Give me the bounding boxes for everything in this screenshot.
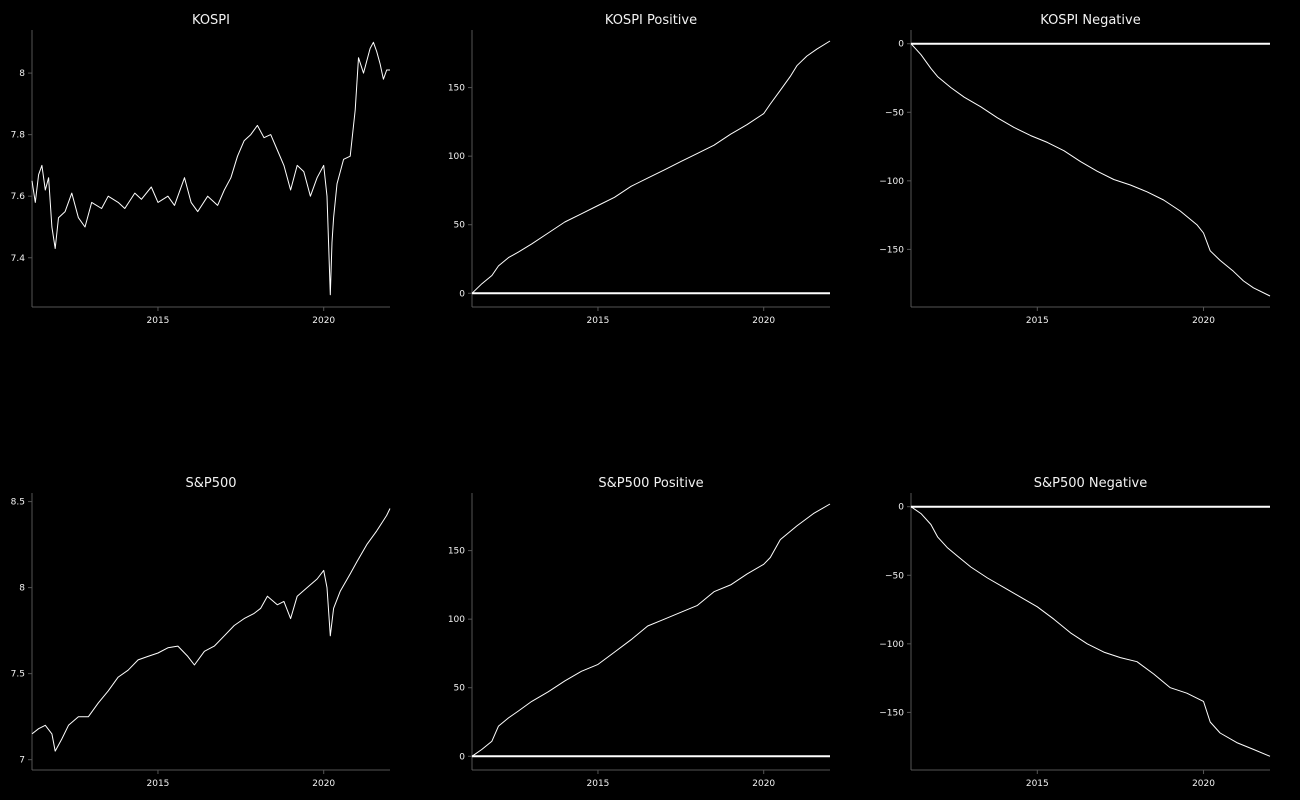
sp500-x-tick-label: 2015 [147, 779, 170, 789]
sp500-negative-x-tick-label: 2015 [1026, 779, 1049, 789]
sp500-negative-y-tick-label: −150 [879, 708, 904, 718]
kospi-positive-series-line [471, 40, 831, 294]
sp500-y-tick-label: 8 [19, 584, 25, 594]
sp500-positive-title: S&P500 Positive [598, 476, 703, 491]
kospi-y-tick-label: 7.6 [11, 192, 26, 202]
sp500-title: S&P500 [185, 476, 236, 491]
kospi-x-tick-label: 2015 [147, 316, 170, 326]
sp500-y-tick-label: 7.5 [11, 670, 25, 680]
kospi-negative-series-line [910, 43, 1271, 297]
kospi-negative-y-tick-label: 0 [898, 40, 904, 50]
sp500-positive-x-tick-label: 2015 [587, 779, 610, 789]
kospi-positive-title: KOSPI Positive [605, 13, 697, 28]
sp500-panel: S&P500 7 7.5 8 8.5 2015 2020 [11, 476, 391, 789]
sp500-negative-series-line [910, 506, 1271, 757]
kospi-positive-y-tick-label: 150 [448, 84, 465, 94]
kospi-positive-x-tick-label: 2015 [587, 316, 610, 326]
kospi-negative-y-tick-label: −100 [879, 177, 904, 187]
kospi-y-tick-label: 8 [19, 69, 25, 79]
kospi-positive-panel: KOSPI Positive 0 50 100 150 2015 2020 [448, 13, 831, 326]
sp500-negative-panel: S&P500 Negative 0 −50 −100 −150 2015 2020 [879, 476, 1271, 789]
kospi-negative-title: KOSPI Negative [1040, 13, 1140, 28]
sp500-series-line [31, 508, 391, 752]
kospi-x-tick-label: 2020 [312, 316, 335, 326]
sp500-positive-x-tick-label: 2020 [752, 779, 775, 789]
sp500-positive-y-tick-label: 150 [448, 547, 465, 557]
kospi-y-tick-label: 7.8 [11, 131, 26, 141]
kospi-positive-y-tick-label: 50 [454, 221, 466, 231]
sp500-negative-title: S&P500 Negative [1034, 476, 1148, 491]
sp500-positive-series-line [471, 503, 831, 757]
kospi-negative-x-tick-label: 2020 [1192, 316, 1215, 326]
kospi-positive-y-tick-label: 100 [448, 152, 465, 162]
kospi-title: KOSPI [192, 13, 230, 28]
sp500-y-tick-label: 7 [19, 756, 25, 766]
sp500-negative-x-tick-label: 2020 [1192, 779, 1215, 789]
sp500-x-tick-label: 2020 [312, 779, 335, 789]
kospi-negative-x-tick-label: 2015 [1026, 316, 1049, 326]
sp500-positive-y-tick-label: 100 [448, 615, 465, 625]
sp500-positive-y-tick-label: 50 [454, 684, 466, 694]
kospi-series-line [31, 41, 390, 296]
sp500-y-tick-label: 8.5 [11, 498, 25, 508]
kospi-positive-x-tick-label: 2020 [752, 316, 775, 326]
kospi-y-tick-label: 7.4 [11, 254, 26, 264]
sp500-positive-panel: S&P500 Positive 0 50 100 150 2015 2020 [448, 476, 831, 789]
sp500-negative-y-tick-label: −50 [885, 571, 904, 581]
kospi-negative-y-tick-label: −50 [885, 108, 904, 118]
kospi-negative-panel: KOSPI Negative 0 −50 −100 −150 2015 2020 [879, 13, 1271, 326]
kospi-negative-y-tick-label: −150 [879, 245, 904, 255]
sp500-negative-y-tick-label: 0 [898, 503, 904, 513]
kospi-panel: KOSPI 7.4 7.6 7.8 8 2015 2020 [11, 13, 390, 326]
sp500-negative-y-tick-label: −100 [879, 640, 904, 650]
kospi-positive-y-tick-label: 0 [459, 289, 465, 299]
sp500-positive-y-tick-label: 0 [459, 752, 465, 762]
